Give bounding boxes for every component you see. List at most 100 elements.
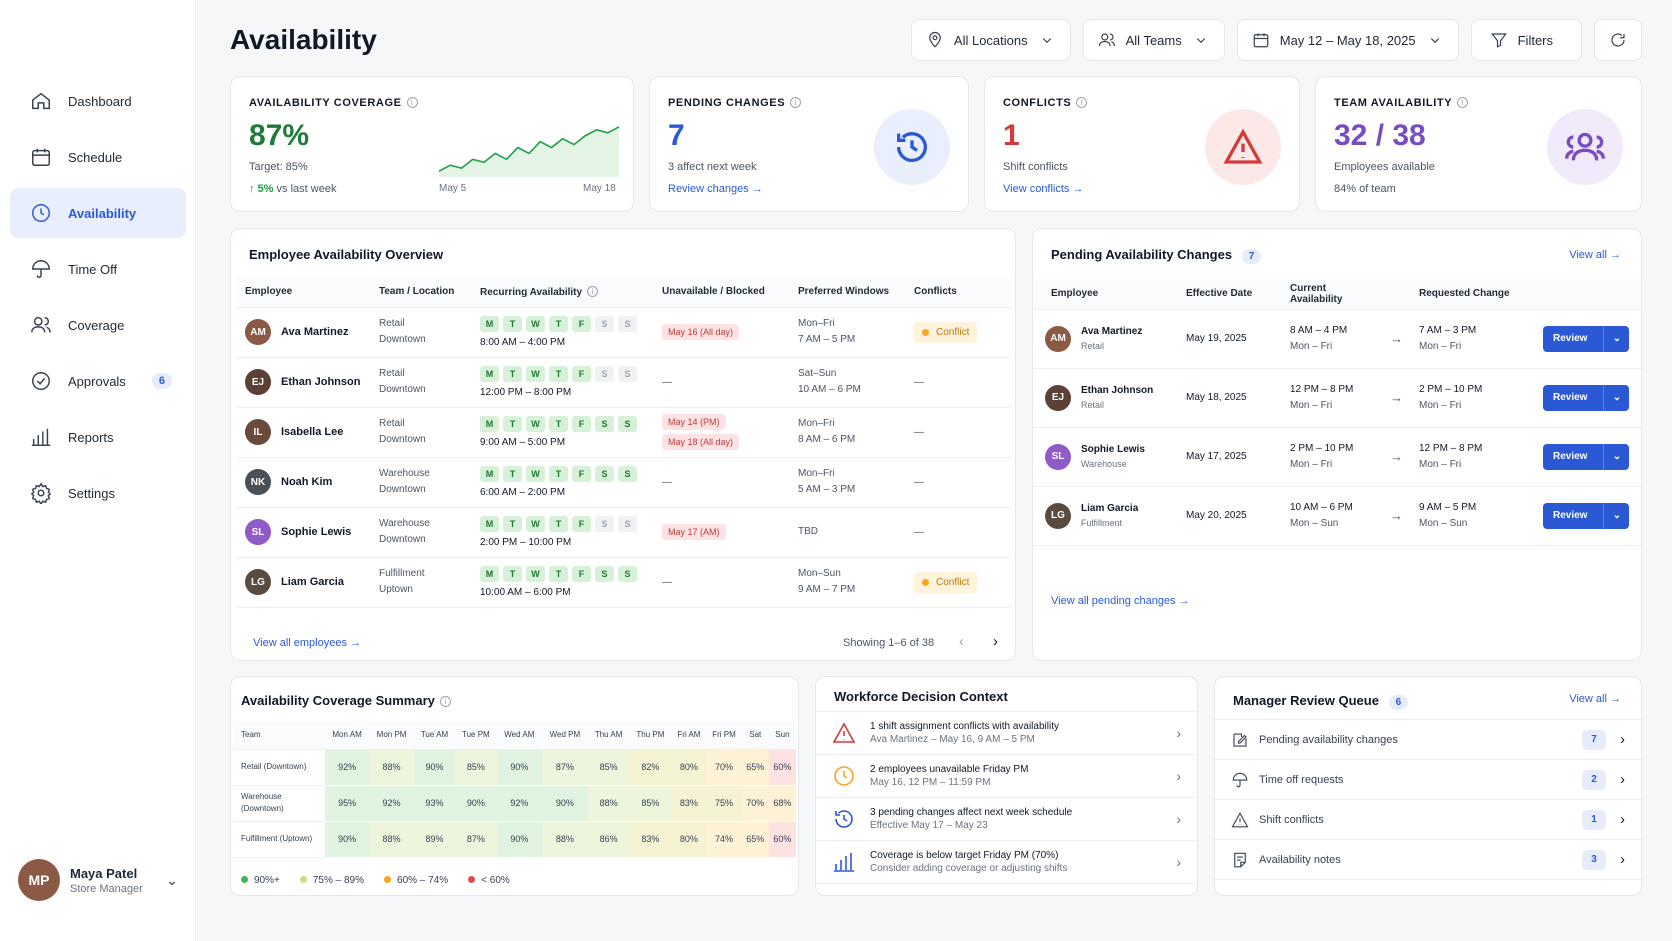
employee-name[interactable]: Sophie Lewis	[281, 526, 352, 538]
view-all-pending-link[interactable]: View all pending changes →	[1051, 595, 1190, 607]
sidebar-item-settings[interactable]: Settings	[10, 468, 186, 518]
heatmap-cell[interactable]: 88%	[541, 821, 588, 858]
table-row[interactable]: LG Liam Garcia Fulfillment May 20, 2025 10…	[1033, 486, 1641, 546]
chevron-down-icon[interactable]: ⌄	[1603, 325, 1629, 352]
table-row[interactable]: EJ Ethan Johnson Retail May 18, 2025 12 PM…	[1033, 368, 1641, 428]
heatmap-cell[interactable]: 90%	[413, 749, 455, 786]
heatmap-cell[interactable]: 83%	[629, 821, 672, 858]
queue-item[interactable]: Time off requests 2 ›	[1215, 760, 1641, 800]
heatmap-cell[interactable]: 89%	[413, 821, 455, 858]
info-icon[interactable]: i	[439, 696, 451, 707]
heatmap-cell[interactable]: 65%	[741, 821, 769, 858]
context-item[interactable]: 2 employees unavailable Friday PM May 16,…	[816, 755, 1197, 798]
sidebar-item-schedule[interactable]: Schedule	[10, 132, 186, 182]
heatmap-cell[interactable]: 75%	[706, 785, 742, 822]
table-row[interactable]: NK Noah Kim Warehouse Downtown M T W T F S S 6:00…	[237, 457, 1011, 508]
table-row[interactable]: AM Ava Martinez Retail May 19, 2025 8 AM –…	[1033, 309, 1641, 369]
heatmap-cell[interactable]: 60%	[768, 821, 796, 858]
sidebar-item-dashboard[interactable]: Dashboard	[10, 76, 186, 126]
context-item[interactable]: 1 shift assignment conflicts with availa…	[816, 712, 1197, 755]
info-icon[interactable]: i	[406, 97, 418, 108]
heatmap-cell[interactable]: 95%	[325, 785, 370, 822]
location-select[interactable]: All Locations	[910, 19, 1071, 61]
heatmap-cell[interactable]: 92%	[325, 749, 370, 786]
view-all-employees-link[interactable]: View all employees →	[253, 637, 361, 649]
heatmap-cell[interactable]: 92%	[496, 785, 542, 822]
context-item[interactable]: Coverage is below target Friday PM (70%)…	[816, 841, 1197, 884]
heatmap-cell[interactable]: 92%	[369, 785, 414, 822]
info-icon[interactable]: i	[1076, 97, 1088, 108]
heatmap-cell[interactable]: 60%	[768, 749, 796, 786]
heatmap-cell[interactable]: 80%	[671, 821, 707, 858]
table-row[interactable]: SL Sophie Lewis Warehouse May 17, 2025 2 P…	[1033, 427, 1641, 487]
heatmap-cell[interactable]: 80%	[671, 749, 707, 786]
heatmap-cell[interactable]: 85%	[629, 785, 672, 822]
heatmap-cell[interactable]: 87%	[541, 749, 588, 786]
user-menu[interactable]: MP Maya Patel Store Manager ⌄	[18, 859, 178, 901]
chevron-down-icon[interactable]: ⌄	[1603, 443, 1629, 470]
heatmap-cell[interactable]: 90%	[496, 749, 542, 786]
review-button[interactable]: Review ⌄	[1543, 443, 1630, 470]
view-all-link[interactable]: View all →	[1569, 693, 1621, 705]
heatmap-cell[interactable]: 85%	[587, 749, 630, 786]
filters-button[interactable]: Filters	[1470, 19, 1582, 61]
sidebar-item-reports[interactable]: Reports	[10, 412, 186, 462]
next-page-button[interactable]: ›	[993, 633, 998, 650]
heatmap-cell[interactable]: 86%	[587, 821, 630, 858]
heatmap-cell[interactable]: 90%	[325, 821, 370, 858]
heatmap-cell[interactable]: 93%	[413, 785, 455, 822]
date-range-picker[interactable]: May 12 – May 18, 2025	[1236, 19, 1459, 61]
heatmap-cell[interactable]: 90%	[496, 821, 542, 858]
table-row[interactable]: EJ Ethan Johnson Retail Downtown M T W T F S S 12…	[237, 357, 1011, 408]
review-button[interactable]: Review ⌄	[1543, 384, 1630, 411]
heatmap-cell[interactable]: 85%	[455, 749, 497, 786]
employee-name[interactable]: Isabella Lee	[281, 426, 344, 438]
heatmap-cell[interactable]: 74%	[706, 821, 742, 858]
prev-page-button[interactable]: ‹	[959, 633, 964, 650]
queue-item[interactable]: Pending availability changes 7 ›	[1215, 720, 1641, 760]
heatmap-cell[interactable]: 88%	[587, 785, 630, 822]
review-button[interactable]: Review ⌄	[1543, 325, 1630, 352]
team-select[interactable]: All Teams	[1082, 19, 1225, 61]
info-icon[interactable]: i	[587, 285, 599, 297]
employee-name[interactable]: Sophie Lewis	[1081, 444, 1145, 455]
heatmap-cell[interactable]: 87%	[455, 821, 497, 858]
context-item[interactable]: 3 pending changes affect next week sched…	[816, 798, 1197, 841]
heatmap-cell[interactable]: 70%	[706, 749, 742, 786]
sidebar-item-availability[interactable]: Availability	[10, 188, 186, 238]
employee-name[interactable]: Ethan Johnson	[281, 376, 361, 388]
heatmap-cell[interactable]: 82%	[629, 749, 672, 786]
sidebar-item-time-off[interactable]: Time Off	[10, 244, 186, 294]
chevron-down-icon[interactable]: ⌄	[1603, 502, 1629, 529]
queue-item[interactable]: Shift conflicts 1 ›	[1215, 800, 1641, 840]
heatmap-cell[interactable]: 90%	[455, 785, 497, 822]
refresh-button[interactable]	[1594, 19, 1642, 61]
employee-name[interactable]: Liam Garcia	[1081, 503, 1139, 514]
heatmap-cell[interactable]: 83%	[671, 785, 707, 822]
sidebar-item-coverage[interactable]: Coverage	[10, 300, 186, 350]
review-button[interactable]: Review ⌄	[1543, 502, 1630, 529]
table-row[interactable]: AM Ava Martinez Retail Downtown M T W T F S S 8:0…	[237, 307, 1011, 358]
heatmap-cell[interactable]: 70%	[741, 785, 769, 822]
sidebar-item-approvals[interactable]: Approvals 6	[10, 356, 186, 406]
view-conflicts-link[interactable]: View conflicts →	[1003, 183, 1084, 195]
queue-item[interactable]: Availability notes 3 ›	[1215, 840, 1641, 880]
review-changes-link[interactable]: Review changes →	[668, 183, 763, 195]
heatmap-cell[interactable]: 65%	[741, 749, 769, 786]
table-row[interactable]: IL Isabella Lee Retail Downtown M T W T F S S 9:0…	[237, 407, 1011, 458]
heatmap-cell[interactable]: 88%	[369, 749, 414, 786]
employee-name[interactable]: Liam Garcia	[281, 576, 344, 588]
heatmap-cell[interactable]: 68%	[768, 785, 796, 822]
info-icon[interactable]: i	[1457, 97, 1469, 108]
employee-name[interactable]: Noah Kim	[281, 476, 333, 488]
conflict-badge[interactable]: Conflict	[914, 321, 978, 343]
employee-name[interactable]: Ethan Johnson	[1081, 385, 1154, 396]
heatmap-cell[interactable]: 90%	[541, 785, 588, 822]
view-all-link[interactable]: View all →	[1569, 249, 1621, 261]
heatmap-cell[interactable]: 88%	[369, 821, 414, 858]
employee-name[interactable]: Ava Martinez	[1081, 326, 1143, 337]
chevron-down-icon[interactable]: ⌄	[1603, 384, 1629, 411]
info-icon[interactable]: i	[790, 97, 802, 108]
conflict-badge[interactable]: Conflict	[914, 571, 978, 593]
